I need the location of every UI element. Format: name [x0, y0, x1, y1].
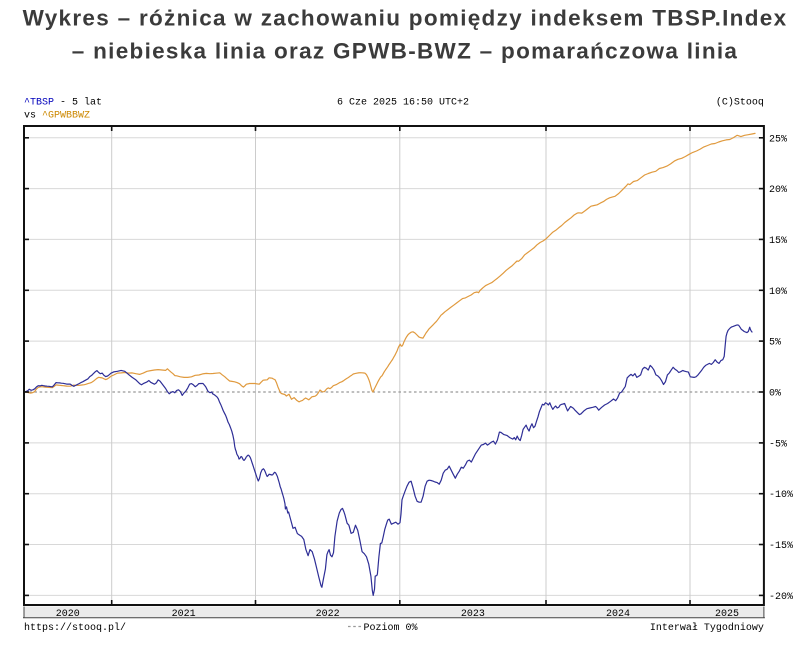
svg-text:2023: 2023	[461, 609, 485, 620]
svg-text:10%: 10%	[769, 287, 787, 298]
svg-text:0%: 0%	[769, 389, 781, 400]
svg-text:Wykres – różnica w zachowaniu: Wykres – różnica w zachowaniu pomiędzy i…	[23, 6, 788, 31]
svg-text:^TBSP - 5 lat: ^TBSP - 5 lat	[24, 97, 102, 109]
svg-text:-5%: -5%	[769, 439, 787, 450]
svg-text:-20%: -20%	[769, 592, 793, 603]
svg-text:20%: 20%	[769, 185, 787, 196]
svg-text:-10%: -10%	[769, 490, 793, 501]
svg-text:(C)Stooq: (C)Stooq	[716, 97, 764, 109]
svg-text:vs ^GPWBBWZ: vs ^GPWBBWZ	[24, 111, 90, 122]
svg-text:https://stooq.pl/: https://stooq.pl/	[24, 622, 126, 634]
svg-text:6 Cze 2025 16:50 UTC+2: 6 Cze 2025 16:50 UTC+2	[337, 98, 469, 109]
svg-text:Interwał Tygodniowy: Interwał Tygodniowy	[650, 622, 764, 634]
svg-text:– niebieska linia oraz GPWB-BW: – niebieska linia oraz GPWB-BWZ – pomara…	[72, 39, 739, 64]
svg-text:Poziom 0%: Poziom 0%	[364, 622, 418, 634]
svg-text:2020: 2020	[56, 609, 80, 620]
svg-text:25%: 25%	[769, 134, 787, 145]
svg-text:2022: 2022	[316, 609, 340, 620]
svg-text:-15%: -15%	[769, 541, 793, 552]
svg-text:2021: 2021	[172, 609, 196, 620]
svg-text:15%: 15%	[769, 236, 787, 247]
svg-text:2024: 2024	[606, 609, 630, 620]
svg-text:2025: 2025	[715, 609, 739, 620]
svg-text:5%: 5%	[769, 338, 781, 349]
